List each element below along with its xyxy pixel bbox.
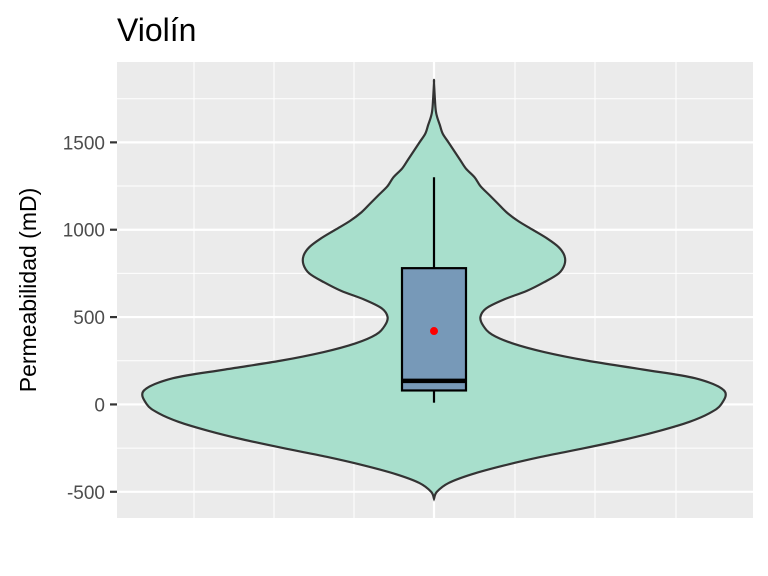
boxplot xyxy=(400,177,468,403)
y-tick-label: 0 xyxy=(94,395,105,416)
y-tick-label: 500 xyxy=(73,308,105,329)
y-tick-label: -500 xyxy=(67,483,105,504)
chart-title: Violín xyxy=(117,12,196,48)
mean-point xyxy=(430,327,438,336)
y-tick-label: 1000 xyxy=(63,221,105,242)
y-tick-label: 1500 xyxy=(63,133,105,154)
y-axis-title: Permeabilidad (mD) xyxy=(15,188,41,393)
y-axis: -500 0 500 1000 1500 xyxy=(63,133,117,504)
